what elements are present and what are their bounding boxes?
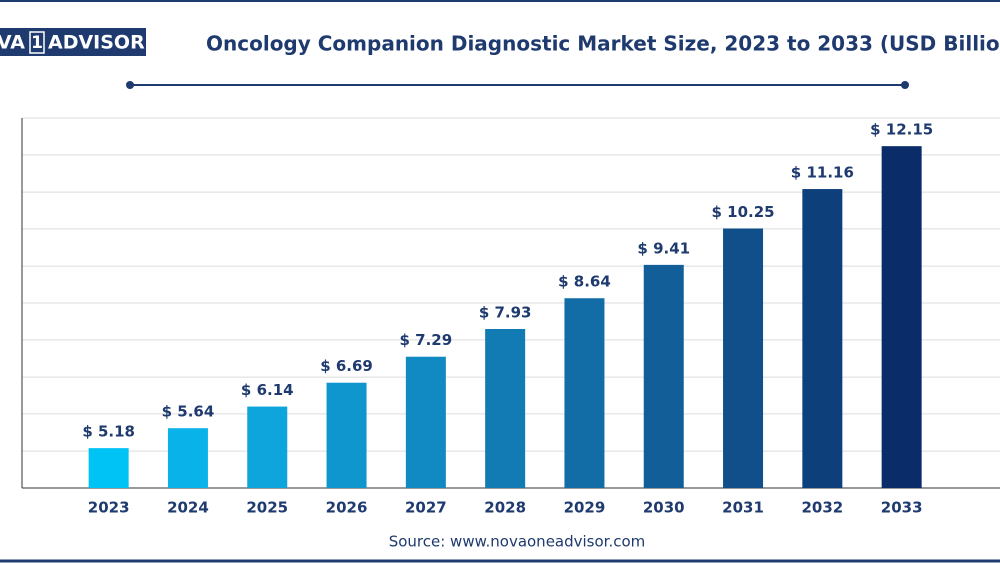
bar [802,189,843,488]
bar [247,406,288,488]
logo-mark-box [29,31,45,54]
bar [405,356,446,488]
logo-mark: 1 [31,33,43,53]
bar [881,146,922,488]
value-label: $ 6.69 [320,357,373,375]
value-label: $ 12.15 [870,121,933,139]
value-label: $ 6.14 [241,381,294,399]
x-tick-label: 2031 [722,499,764,517]
rule-dot [126,81,134,89]
x-tick-label: 2028 [484,499,526,517]
rule-dot [901,81,909,89]
x-tick-label: 2024 [167,499,209,517]
x-tick-label: 2030 [643,499,685,517]
bar [88,448,129,488]
bar [643,264,684,488]
value-label: $ 9.41 [637,239,690,257]
value-label: $ 10.25 [711,203,774,221]
bar [326,382,367,488]
bar [485,328,526,488]
value-label: $ 7.29 [400,331,453,349]
value-label: $ 7.93 [479,303,532,321]
x-tick-label: 2027 [405,499,447,517]
x-tick-label: 2033 [881,499,923,517]
bar [723,228,764,488]
bar [564,298,605,488]
logo-right: ADVISOR [48,32,145,54]
x-tick-label: 2026 [326,499,368,517]
x-tick-label: 2032 [801,499,843,517]
value-label: $ 5.18 [82,423,135,441]
chart-title: Oncology Companion Diagnostic Market Siz… [206,32,1000,56]
x-tick-label: 2023 [88,499,130,517]
source: Source: www.novaoneadvisor.com [389,533,646,551]
bar [167,428,208,488]
value-label: $ 8.64 [558,273,611,291]
x-tick-label: 2029 [564,499,606,517]
logo-box [0,28,146,56]
value-label: $ 5.64 [162,403,215,421]
x-tick-label: 2025 [246,499,288,517]
logo-left: NOVA [0,32,25,54]
value-label: $ 11.16 [791,164,854,182]
